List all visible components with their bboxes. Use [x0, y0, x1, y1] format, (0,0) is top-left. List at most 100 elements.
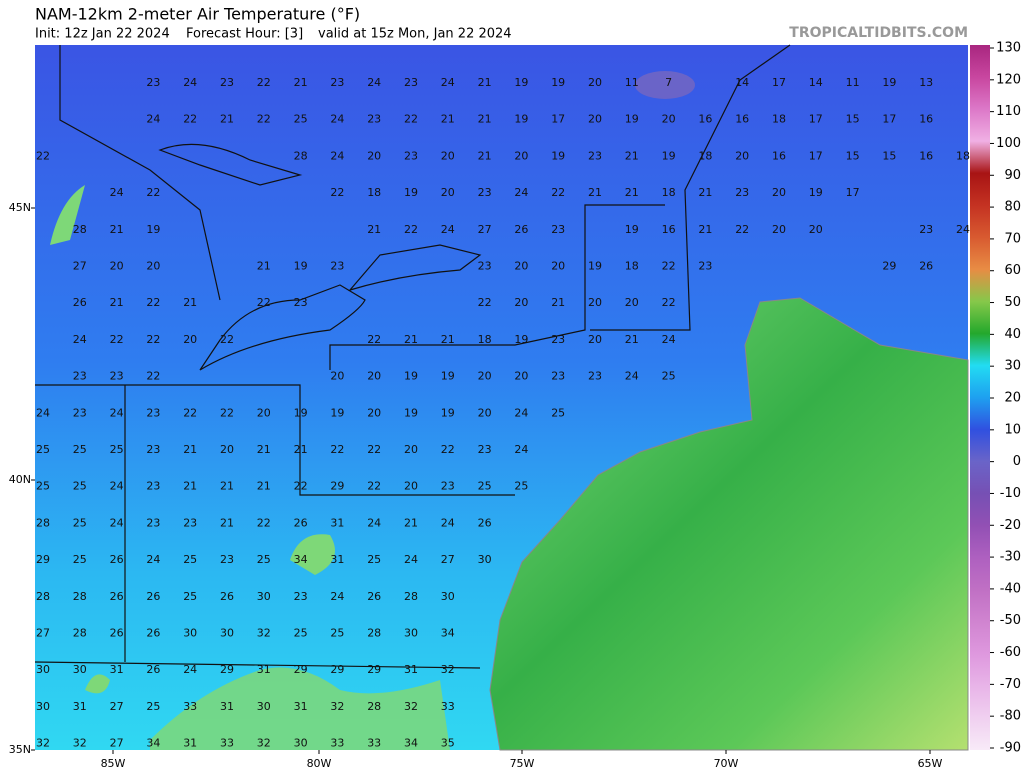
colorbar-label: -40: [1000, 581, 1021, 596]
temperature-label: 21: [183, 480, 197, 493]
temperature-label: 31: [294, 700, 308, 713]
temperature-label: 34: [404, 737, 418, 750]
temperature-label: 21: [294, 443, 308, 456]
temperature-label: 24: [330, 149, 344, 162]
temperature-label: 23: [146, 406, 160, 419]
temperature-label: 23: [294, 296, 308, 309]
temperature-label: 33: [367, 737, 381, 750]
temperature-label: 22: [441, 443, 455, 456]
temperature-label: 21: [257, 260, 271, 273]
temperature-label: 27: [36, 627, 50, 640]
temperature-label: 23: [735, 186, 749, 199]
temperature-label: 17: [809, 149, 823, 162]
colorbar-label: 20: [1004, 391, 1021, 406]
colorbar-label: 0: [1013, 454, 1021, 469]
temperature-label: 33: [183, 700, 197, 713]
temperature-label: 25: [183, 553, 197, 566]
temperature-label: 20: [772, 186, 786, 199]
temperature-label: 22: [110, 333, 124, 346]
temperature-label: 30: [404, 627, 418, 640]
temperature-label: 21: [698, 223, 712, 236]
temperature-label: 20: [588, 296, 602, 309]
temperature-label: 16: [735, 113, 749, 126]
temperature-label: 14: [809, 76, 823, 89]
temperature-label: 31: [183, 737, 197, 750]
temperature-label: 22: [662, 296, 676, 309]
warm-patch: [290, 534, 335, 575]
temperature-label: 24: [183, 663, 197, 676]
temperature-label: 30: [73, 663, 87, 676]
temperature-label: 24: [330, 590, 344, 603]
temperature-label: 18: [772, 113, 786, 126]
temperature-label: 23: [478, 186, 492, 199]
temperature-label: 24: [183, 76, 197, 89]
temperature-label: 21: [404, 516, 418, 529]
temperature-label: 23: [404, 149, 418, 162]
temperature-label: 31: [330, 516, 344, 529]
temperature-label: 20: [514, 296, 528, 309]
temperature-label: 22: [36, 149, 50, 162]
temperature-label: 22: [367, 480, 381, 493]
temperature-label: 23: [588, 149, 602, 162]
temperature-label: 24: [441, 223, 455, 236]
temperature-label: 34: [441, 627, 455, 640]
colorbar-label: 80: [1004, 200, 1021, 215]
temperature-label: 21: [367, 223, 381, 236]
temperature-label: 18: [662, 186, 676, 199]
temperature-label: 30: [441, 590, 455, 603]
temperature-label: 32: [257, 627, 271, 640]
forecast-hour: Forecast Hour: [3]: [186, 27, 303, 42]
temperature-label: 24: [367, 516, 381, 529]
temperature-label: 22: [478, 296, 492, 309]
temperature-label: 20: [588, 113, 602, 126]
temperature-label: 20: [478, 370, 492, 383]
temperature-label: 15: [846, 149, 860, 162]
temperature-label: 21: [698, 186, 712, 199]
temperature-label: 23: [919, 223, 933, 236]
temperature-label: 22: [257, 296, 271, 309]
axes: 45N 40N 35N 85W 80W 75W 70W 65W: [9, 201, 943, 770]
lat-label: 40N: [9, 473, 31, 486]
valid-time: valid at 15z Mon, Jan 22 2024: [318, 27, 512, 42]
temperature-label: 26: [146, 663, 160, 676]
temperature-label: 20: [257, 406, 271, 419]
temperature-label: 24: [146, 113, 160, 126]
temperature-label: 20: [367, 370, 381, 383]
temperature-label: 32: [73, 737, 87, 750]
temperature-label: 20: [551, 260, 565, 273]
temperature-label: 19: [146, 223, 160, 236]
temperature-label: 31: [330, 553, 344, 566]
temperature-label: 23: [146, 516, 160, 529]
temperature-label: 23: [110, 370, 124, 383]
temperature-label: 25: [514, 480, 528, 493]
temperature-label: 20: [183, 333, 197, 346]
temperature-label: 19: [404, 186, 418, 199]
temperature-label: 20: [588, 76, 602, 89]
colorbar-label: -70: [1000, 677, 1021, 692]
colorbar-label: -80: [1000, 709, 1021, 724]
temperature-label: 23: [294, 590, 308, 603]
temperature-label: 25: [294, 627, 308, 640]
temperature-label: 18: [698, 149, 712, 162]
temperature-label: 26: [220, 590, 234, 603]
temperature-label: 25: [73, 443, 87, 456]
temperature-label: 23: [551, 223, 565, 236]
temperature-label: 20: [625, 296, 639, 309]
temperature-label: 33: [330, 737, 344, 750]
temperature-label: 23: [367, 113, 381, 126]
temperature-label: 26: [294, 516, 308, 529]
lon-label: 70W: [714, 757, 739, 770]
temperature-label: 31: [257, 663, 271, 676]
temperature-label: 24: [514, 406, 528, 419]
temperature-label: 25: [662, 370, 676, 383]
temperature-label: 27: [110, 700, 124, 713]
temperature-label: 21: [220, 516, 234, 529]
colorbar-bar: [970, 45, 990, 750]
temperature-label: 29: [882, 260, 896, 273]
temperature-label: 27: [441, 553, 455, 566]
temperature-label: 19: [404, 406, 418, 419]
temperature-label: 17: [846, 186, 860, 199]
temperature-label: 23: [146, 76, 160, 89]
temperature-label: 15: [882, 149, 896, 162]
temperature-label: 28: [36, 590, 50, 603]
